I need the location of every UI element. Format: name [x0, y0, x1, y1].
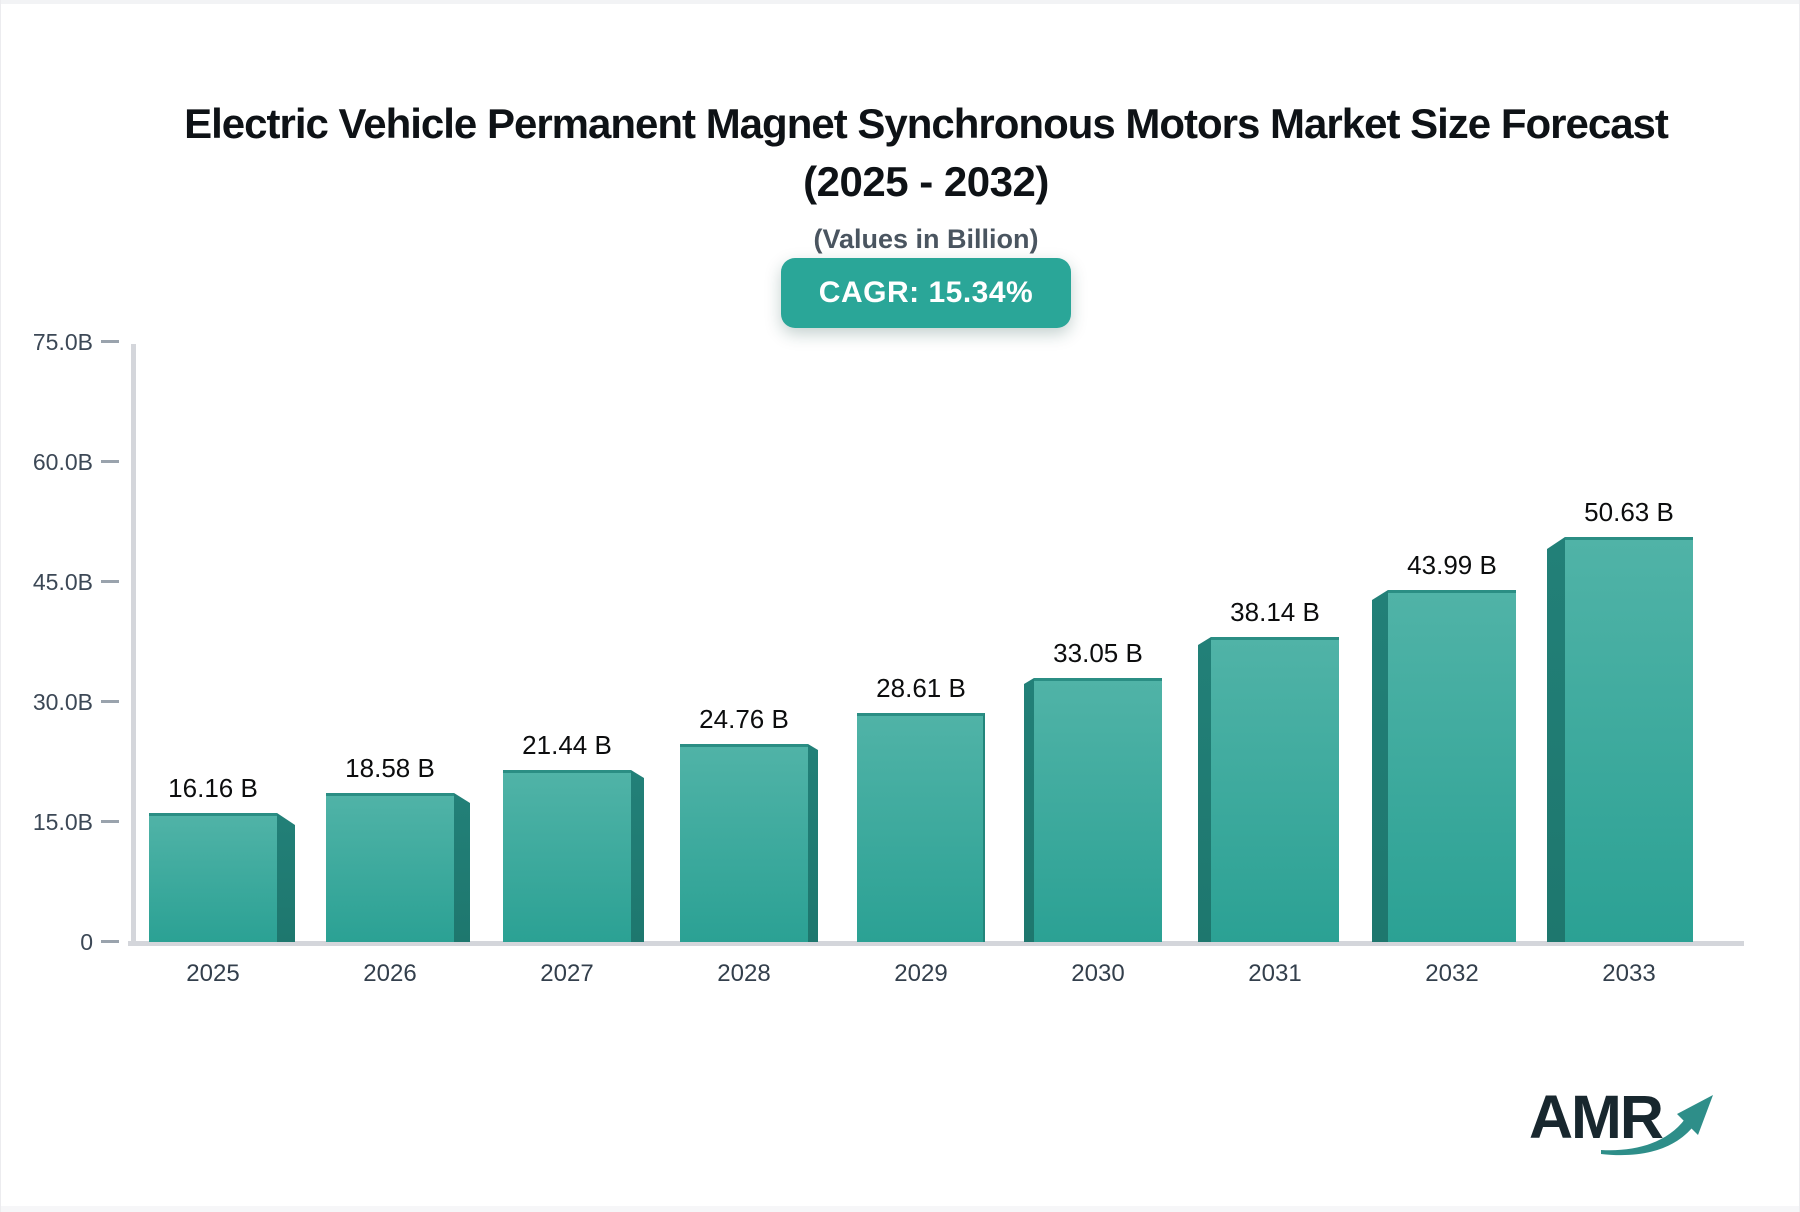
bar-value-label: 24.76 B	[699, 704, 789, 734]
bar-2028	[680, 744, 808, 942]
bar-side-3d	[454, 793, 470, 942]
bar-side-3d	[1198, 637, 1211, 942]
x-axis-label: 2025	[186, 960, 240, 987]
page-bottom-edge	[1, 1206, 1799, 1212]
cagr-badge-label: CAGR: 15.34%	[818, 276, 1034, 309]
bar-2033	[1565, 537, 1693, 942]
bar-value-label: 33.05 B	[1053, 638, 1143, 668]
y-axis-label: 30.0B	[32, 689, 93, 715]
bar-value-label: 28.61 B	[876, 673, 966, 703]
x-axis-label: 2030	[1071, 960, 1125, 987]
bar-2025	[149, 813, 277, 942]
y-axis-label: 45.0B	[32, 569, 93, 595]
bar-2027	[503, 770, 631, 942]
y-axis-tick	[101, 820, 119, 823]
chart-subtitle: (Values in Billion)	[813, 224, 1039, 254]
bar-value-label: 21.44 B	[522, 730, 612, 760]
bar-value-label: 18.58 B	[345, 753, 435, 783]
x-axis-label: 2027	[540, 960, 594, 987]
bar-side-3d	[631, 770, 644, 942]
bar-2032	[1388, 590, 1516, 942]
page-title: Electric Vehicle Permanent Magnet Synchr…	[184, 100, 1669, 147]
y-axis-line	[131, 344, 136, 944]
page-title-years: (2025 - 2032)	[803, 158, 1049, 205]
growth-arrow-icon	[1601, 1095, 1713, 1156]
bar-side-3d	[277, 813, 295, 942]
y-axis-tick	[101, 340, 119, 343]
x-axis-label: 2033	[1602, 960, 1656, 987]
bar-side-3d	[1024, 678, 1034, 942]
x-axis-label: 2029	[894, 960, 948, 987]
y-axis-label: 0	[80, 929, 93, 955]
x-axis-line	[128, 941, 1744, 946]
bar-2031	[1211, 637, 1339, 942]
y-axis-tick	[101, 460, 119, 463]
y-axis-label: 15.0B	[32, 809, 93, 835]
brand-logo-text: AMR	[1529, 1083, 1664, 1151]
brand-logo: AMR	[1529, 1082, 1719, 1167]
bar-2026	[326, 793, 454, 942]
bar-value-label: 16.16 B	[168, 773, 258, 803]
y-axis-tick	[101, 700, 119, 703]
y-axis-tick	[101, 580, 119, 583]
bar-value-label: 50.63 B	[1584, 497, 1674, 527]
y-axis-label: 60.0B	[32, 449, 93, 475]
x-axis-label: 2031	[1248, 960, 1302, 987]
y-axis-label: 75.0B	[32, 329, 93, 355]
bar-2029	[857, 713, 985, 942]
y-axis-tick	[101, 940, 119, 943]
bar-value-label: 38.14 B	[1230, 597, 1320, 627]
x-axis-label: 2028	[717, 960, 771, 987]
bar-side-3d	[1547, 537, 1565, 942]
bar-side-3d	[808, 744, 818, 942]
bar-2030	[1034, 678, 1162, 942]
bar-side-3d	[1372, 590, 1388, 942]
page-top-edge	[1, 0, 1799, 4]
x-axis-label: 2026	[363, 960, 417, 987]
cagr-badge: CAGR: 15.34%	[781, 258, 1071, 328]
bar-value-label: 43.99 B	[1407, 550, 1497, 580]
x-axis-label: 2032	[1425, 960, 1479, 987]
